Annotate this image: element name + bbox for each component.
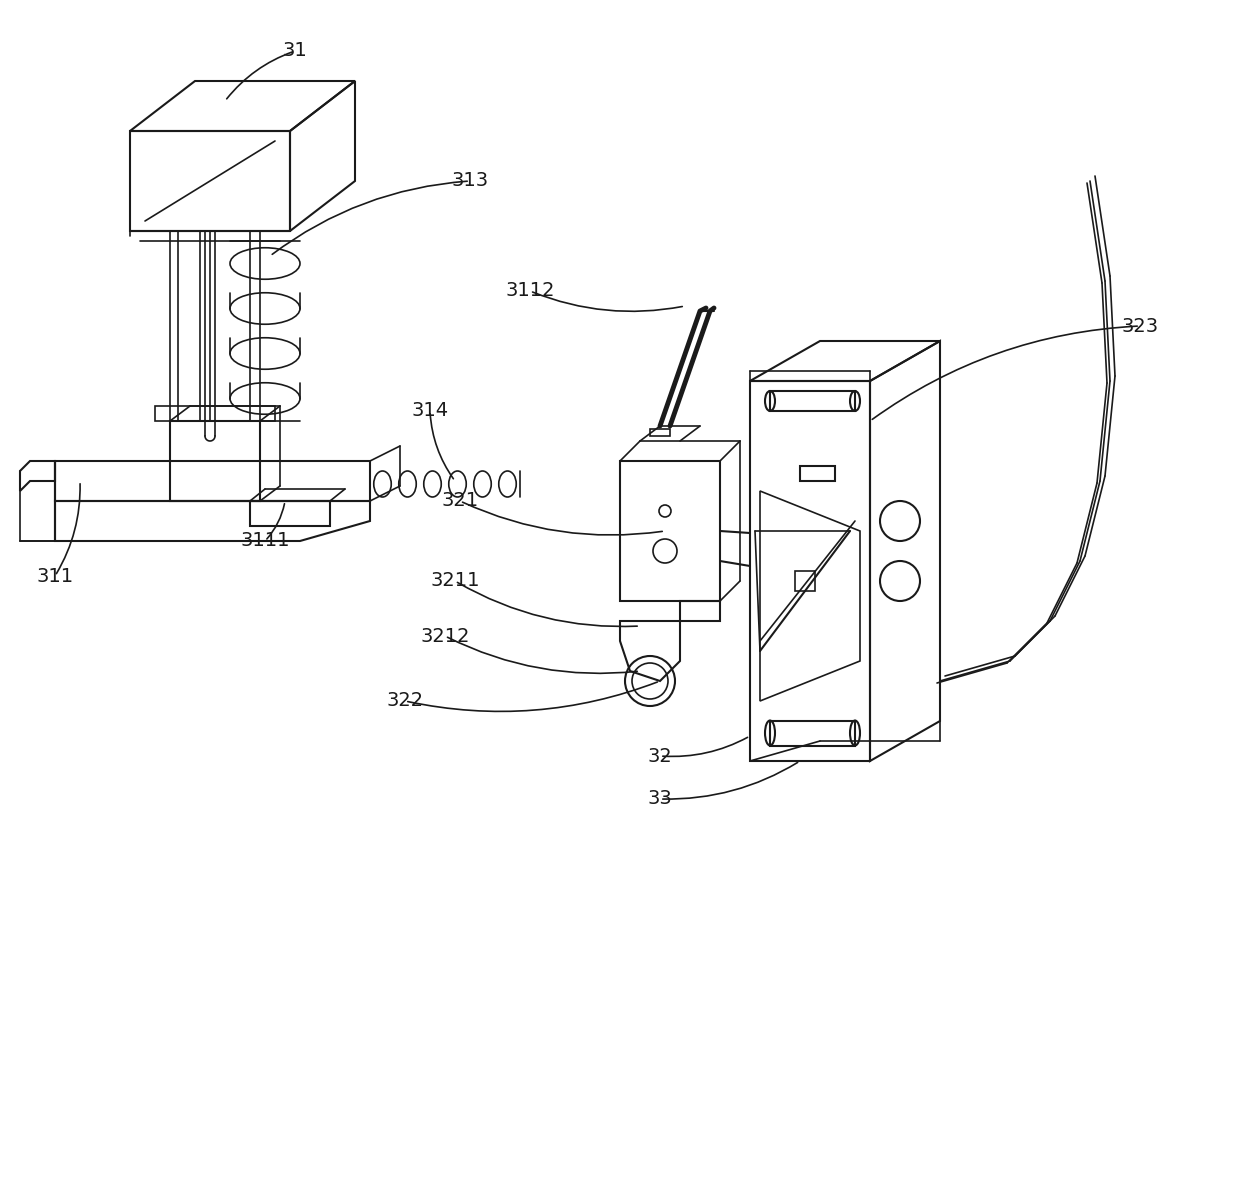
- Text: 314: 314: [412, 402, 449, 420]
- Text: 3111: 3111: [241, 531, 290, 550]
- Text: 3211: 3211: [430, 572, 480, 590]
- Text: 3112: 3112: [505, 281, 554, 300]
- Text: 311: 311: [36, 567, 73, 586]
- Text: 323: 323: [1121, 317, 1158, 335]
- Text: 322: 322: [387, 692, 424, 711]
- Text: 31: 31: [283, 41, 308, 60]
- Text: 3212: 3212: [420, 626, 470, 646]
- Text: 33: 33: [647, 790, 672, 809]
- Text: 32: 32: [647, 746, 672, 765]
- Text: 313: 313: [451, 171, 489, 190]
- Text: 321: 321: [441, 491, 479, 510]
